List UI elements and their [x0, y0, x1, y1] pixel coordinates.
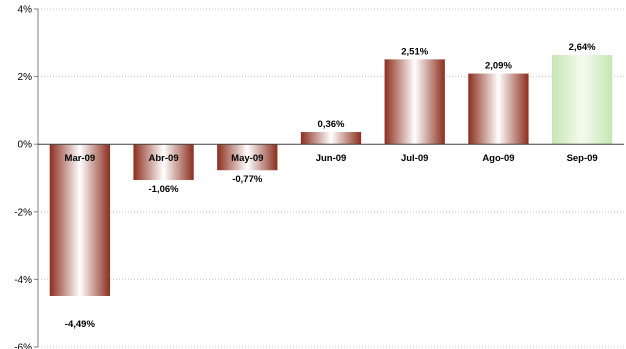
bar [49, 144, 110, 296]
y-tick-label: 4% [18, 5, 33, 16]
data-label: 2,51% [401, 46, 428, 57]
data-label: 0,36% [318, 119, 345, 130]
y-tick-label: -4% [14, 275, 32, 286]
category-label: Sep-09 [567, 153, 598, 164]
bar [468, 73, 529, 145]
bar [384, 59, 445, 145]
category-label: Jun-09 [316, 153, 347, 164]
category-label: Abr-09 [149, 153, 179, 164]
category-label: Jul-09 [401, 153, 428, 164]
y-tick-label: -6% [14, 343, 32, 349]
y-tick-label: -2% [14, 207, 32, 218]
bar [133, 144, 194, 181]
data-label: -0,77% [232, 174, 263, 185]
bar [552, 54, 613, 145]
data-label: -1,06% [149, 184, 180, 195]
bar [300, 132, 362, 145]
axes [34, 8, 624, 348]
category-label: May-09 [231, 153, 263, 164]
bars [49, 54, 613, 296]
data-label: -4,49% [65, 319, 96, 330]
y-tick-label: 0% [18, 140, 33, 151]
bar [217, 144, 278, 171]
category-label: Ago-09 [482, 153, 514, 164]
labels: 4% 2% 0% -2% -4% -6% Mar-09 -4,49% Abr-09 -1,06% M… [14, 5, 598, 349]
data-label: 2,09% [485, 61, 512, 72]
data-label: 2,64% [569, 42, 596, 53]
category-label: Mar-09 [65, 153, 96, 164]
gridlines [38, 8, 624, 348]
y-tick-label: 2% [18, 72, 33, 83]
